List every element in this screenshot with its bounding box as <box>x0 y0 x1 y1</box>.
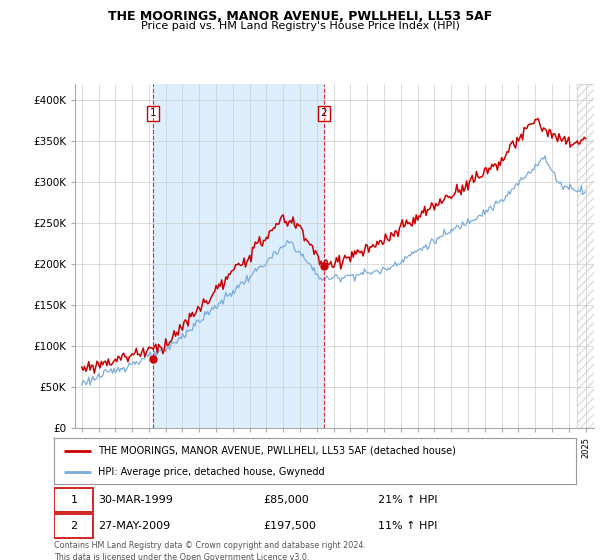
Bar <box>577 84 600 428</box>
Text: 1: 1 <box>70 495 77 505</box>
Text: 2: 2 <box>320 108 327 118</box>
Text: THE MOORINGS, MANOR AVENUE, PWLLHELI, LL53 5AF (detached house): THE MOORINGS, MANOR AVENUE, PWLLHELI, LL… <box>98 446 456 456</box>
Text: £85,000: £85,000 <box>263 495 308 505</box>
Text: 11% ↑ HPI: 11% ↑ HPI <box>377 521 437 531</box>
Text: 1: 1 <box>150 108 157 118</box>
Bar <box>153 84 324 428</box>
Text: Contains HM Land Registry data © Crown copyright and database right 2024.
This d: Contains HM Land Registry data © Crown c… <box>54 541 366 560</box>
Text: 21% ↑ HPI: 21% ↑ HPI <box>377 495 437 505</box>
Text: THE MOORINGS, MANOR AVENUE, PWLLHELI, LL53 5AF: THE MOORINGS, MANOR AVENUE, PWLLHELI, LL… <box>108 10 492 23</box>
FancyBboxPatch shape <box>54 488 93 512</box>
Text: £197,500: £197,500 <box>263 521 316 531</box>
FancyBboxPatch shape <box>54 514 93 538</box>
Text: 30-MAR-1999: 30-MAR-1999 <box>98 495 173 505</box>
Text: 2: 2 <box>70 521 77 531</box>
Text: Price paid vs. HM Land Registry's House Price Index (HPI): Price paid vs. HM Land Registry's House … <box>140 21 460 31</box>
Text: 27-MAY-2009: 27-MAY-2009 <box>98 521 170 531</box>
Text: HPI: Average price, detached house, Gwynedd: HPI: Average price, detached house, Gwyn… <box>98 467 325 477</box>
